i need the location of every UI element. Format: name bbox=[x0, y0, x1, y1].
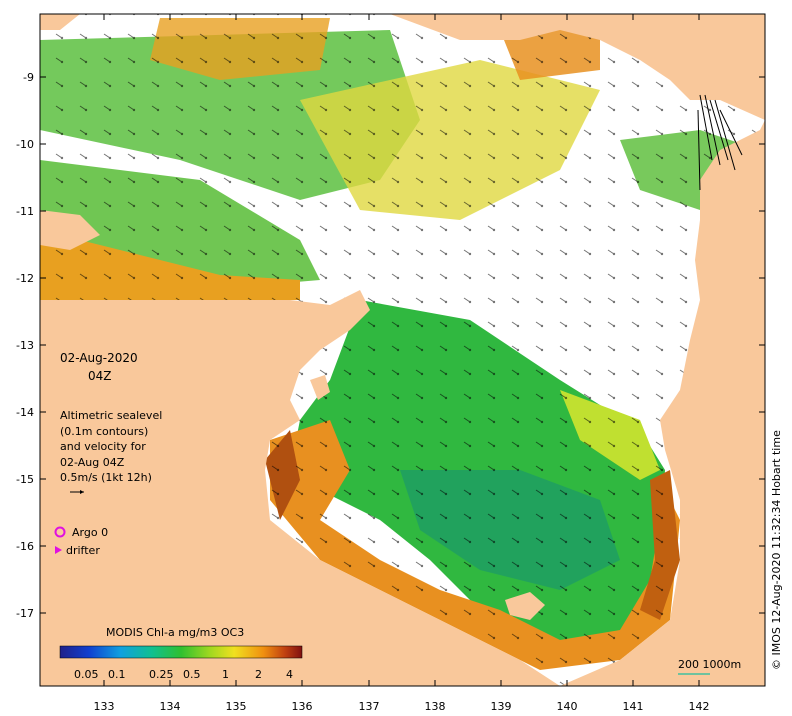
altimetry-line-2: (0.1m contours) bbox=[60, 425, 148, 438]
x-axis: 133 134 135 136 137 138 139 140 141 142 bbox=[94, 14, 710, 713]
y-tick-9: -9 bbox=[23, 71, 34, 84]
altimetry-line-5: 0.5m/s (1kt 12h) bbox=[60, 471, 152, 484]
land-papua-new-guinea bbox=[390, 14, 765, 120]
colorbar-tick-2: 2 bbox=[255, 668, 262, 681]
x-tick-140: 140 bbox=[557, 700, 578, 713]
x-tick-133: 133 bbox=[94, 700, 115, 713]
colorbar-tick-0.1: 0.1 bbox=[108, 668, 126, 681]
argo-label: Argo 0 bbox=[72, 526, 108, 539]
colorbar-tick-0.5: 0.5 bbox=[183, 668, 201, 681]
velocity-scale-arrow-icon bbox=[70, 490, 84, 494]
colorbar-gradient bbox=[59, 645, 303, 659]
colorbar: MODIS Chl-a mg/m3 OC3 0.05 0.1 0.25 0.5 … bbox=[59, 626, 303, 681]
y-tick-17: -17 bbox=[16, 607, 34, 620]
land-tiwi bbox=[40, 210, 100, 250]
drifter-tracks bbox=[697, 94, 743, 191]
depth-scale-label: 200 1000m bbox=[678, 658, 741, 671]
land-cape-york bbox=[560, 120, 765, 686]
y-tick-10: -10 bbox=[16, 138, 34, 151]
colorbar-tick-1: 1 bbox=[222, 668, 229, 681]
y-tick-13: -13 bbox=[16, 339, 34, 352]
x-tick-137: 137 bbox=[359, 700, 380, 713]
x-tick-138: 138 bbox=[425, 700, 446, 713]
colorbar-title: MODIS Chl-a mg/m3 OC3 bbox=[106, 626, 244, 639]
x-tick-141: 141 bbox=[623, 700, 644, 713]
date-label: 02-Aug-2020 bbox=[60, 351, 138, 365]
argo-legend: Argo 0 bbox=[54, 526, 108, 539]
x-tick-136: 136 bbox=[292, 700, 313, 713]
depth-scale: 200 1000m bbox=[678, 658, 741, 675]
drifter-label: drifter bbox=[66, 544, 100, 557]
y-tick-15: -15 bbox=[16, 473, 34, 486]
credit-label: © IMOS 12-Aug-2020 11:32:34 Hobart time bbox=[770, 430, 783, 670]
land-top-left bbox=[40, 14, 80, 30]
map-frame bbox=[39, 13, 766, 687]
colorbar-tick-0.05: 0.05 bbox=[74, 668, 99, 681]
land-arnhem-land bbox=[40, 290, 560, 686]
x-tick-139: 139 bbox=[491, 700, 512, 713]
y-tick-12: -12 bbox=[16, 272, 34, 285]
time-label: 04Z bbox=[88, 369, 112, 383]
x-tick-135: 135 bbox=[226, 700, 247, 713]
altimetry-line-3: and velocity for bbox=[60, 440, 146, 453]
y-axis: -9 -10 -11 -12 -13 -14 -15 -16 -17 bbox=[16, 71, 765, 620]
map-area bbox=[40, 14, 765, 686]
x-tick-134: 134 bbox=[160, 700, 181, 713]
land-groote bbox=[310, 375, 330, 400]
drifter-arrow-icon bbox=[55, 546, 62, 554]
y-tick-11: -11 bbox=[16, 205, 34, 218]
x-tick-142: 142 bbox=[689, 700, 710, 713]
colorbar-tick-0.25: 0.25 bbox=[149, 668, 174, 681]
colorbar-tick-4: 4 bbox=[286, 668, 293, 681]
drifter-legend: drifter bbox=[55, 544, 100, 557]
y-tick-14: -14 bbox=[16, 406, 34, 419]
altimetry-line-4: 02-Aug 04Z bbox=[60, 456, 125, 469]
argo-circle-icon bbox=[54, 526, 66, 538]
altimetry-line-1: Altimetric sealevel bbox=[60, 409, 162, 422]
altimetry-legend: Altimetric sealevel (0.1m contours) and … bbox=[60, 409, 162, 494]
land-wellesley-islands bbox=[505, 592, 545, 620]
y-tick-16: -16 bbox=[16, 540, 34, 553]
